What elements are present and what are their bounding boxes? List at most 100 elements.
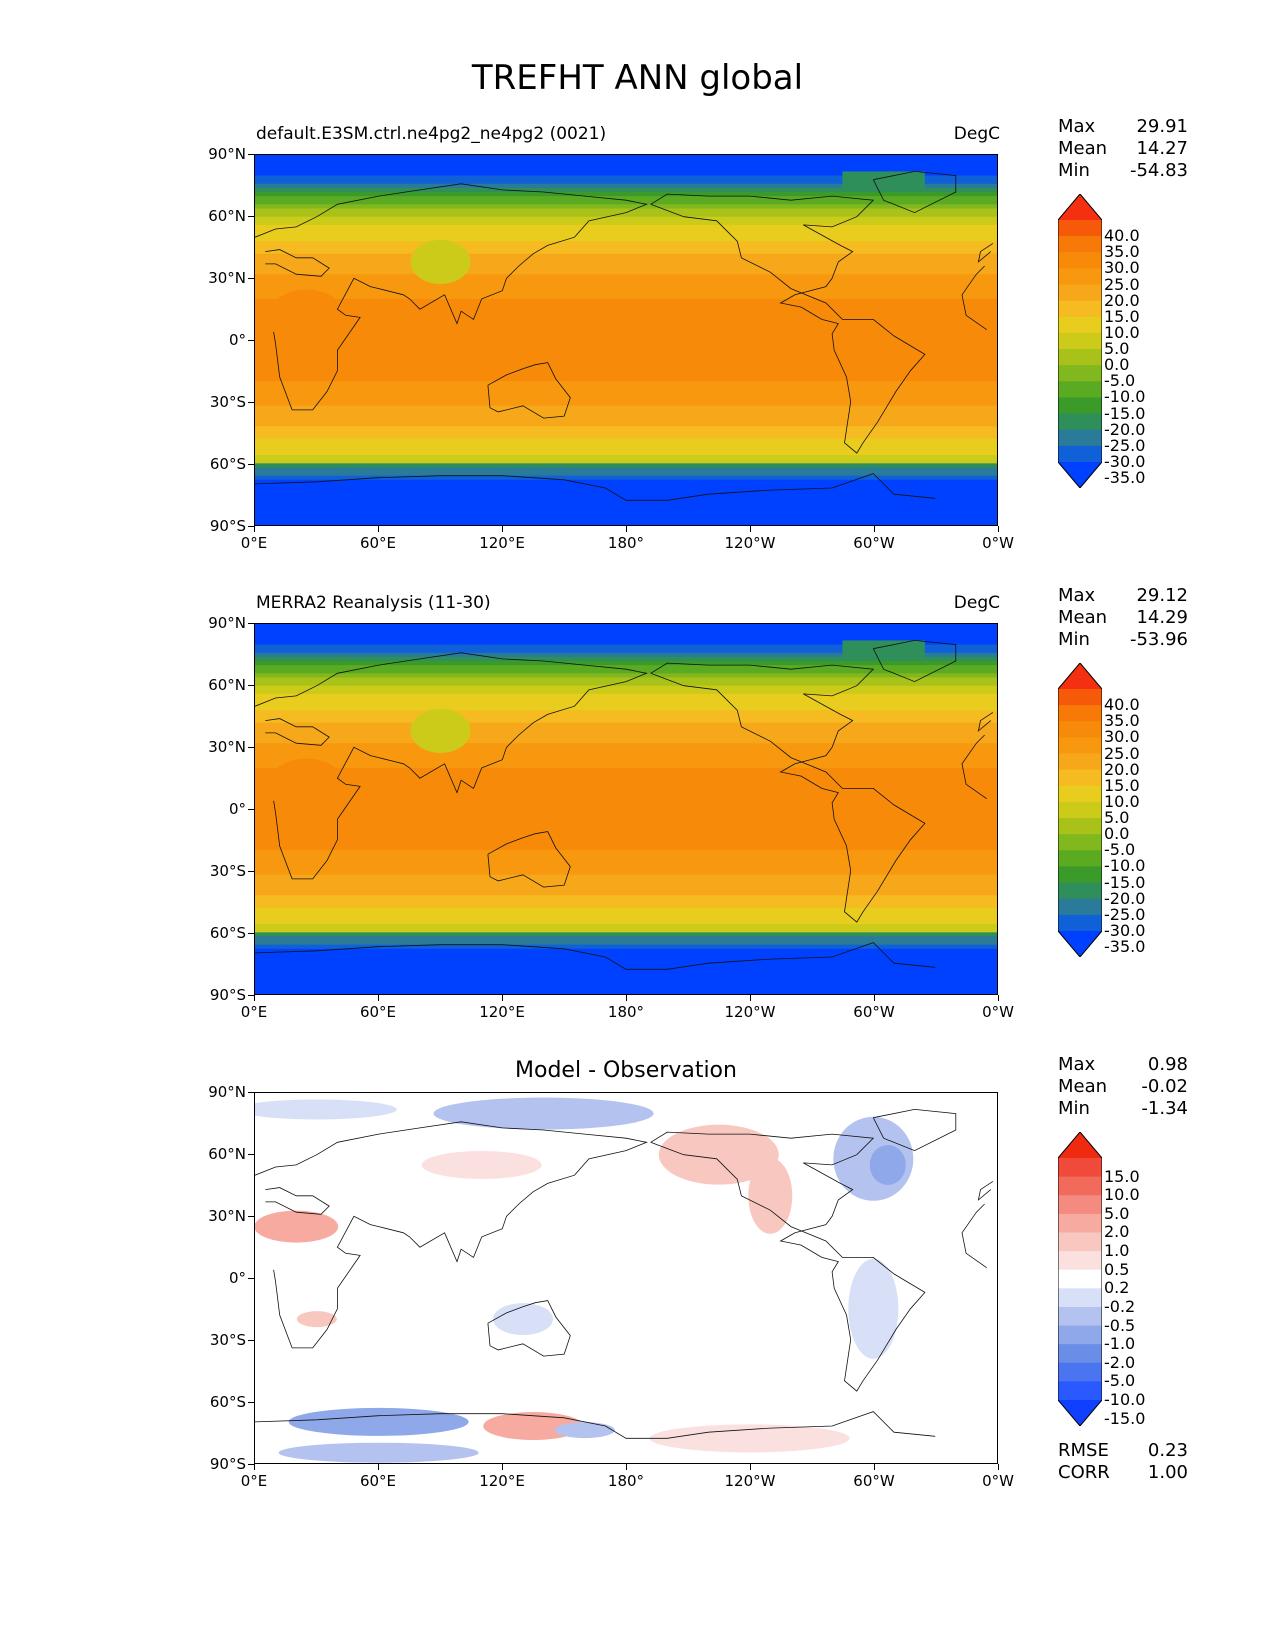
temperature-band [255, 928, 997, 933]
temperature-band [255, 401, 997, 407]
lat-tick [248, 1278, 254, 1279]
difference-contour [748, 1157, 793, 1234]
colorbar-tick-label: -25.0 [1104, 435, 1146, 455]
colorbar-segment [1058, 445, 1102, 463]
lat-tick [248, 340, 254, 341]
temperature-band [255, 915, 997, 921]
temperature-band [255, 661, 997, 666]
temperature-band [255, 179, 997, 185]
colorbar-tick-label: 20.0 [1104, 759, 1140, 779]
lat-tick-label: 90°N [208, 1083, 246, 1101]
panel2-map [254, 623, 998, 995]
colorbar-extend-min [1058, 931, 1102, 957]
colorbar-tick-label: -15.0 [1104, 872, 1146, 892]
temperature-band [255, 434, 997, 440]
colorbar-tick-label: -1.0 [1104, 1334, 1136, 1354]
temperature-band [255, 323, 997, 329]
mean-label: Mean [1058, 607, 1108, 628]
min-label: Min [1058, 1098, 1090, 1119]
lon-tick-label: 180° [607, 1472, 645, 1490]
temperature-band [255, 952, 997, 958]
temperature-band [255, 430, 997, 436]
temperature-band [255, 726, 997, 732]
lon-tick-label: 0°E [240, 1472, 268, 1490]
temperature-band [255, 278, 997, 284]
temperature-band [255, 208, 997, 214]
colorbar-segment [1058, 834, 1102, 851]
difference-contour [554, 1422, 615, 1439]
colorbar-tick-label: -2.0 [1104, 1352, 1136, 1372]
colorbar-extend-max [1058, 194, 1102, 220]
panel1-left-title: default.E3SM.ctrl.ne4pg2_ne4pg2 (0021) [256, 124, 607, 144]
lat-tick-label: 30°S [209, 862, 246, 880]
temperature-band [255, 759, 997, 765]
rmse-value: 0.23 [1147, 1440, 1188, 1461]
temperature-band [255, 673, 997, 679]
colorbar-tick-label: -10.0 [1104, 387, 1146, 407]
temperature-band [255, 940, 997, 946]
temperature-band [255, 467, 997, 473]
colorbar-segment [1058, 818, 1102, 835]
temperature-band [255, 307, 997, 312]
temperature-band [255, 483, 997, 489]
panel3-colorbar [1057, 1131, 1103, 1427]
colorbar-segment [1058, 429, 1102, 447]
temperature-band [255, 451, 997, 456]
colorbar-segment [1058, 898, 1102, 916]
temperature-band [255, 409, 997, 415]
temperature-band [255, 887, 997, 892]
colorbar-tick-label: -30.0 [1104, 452, 1146, 471]
temperature-band [255, 385, 997, 390]
temperature-band [255, 648, 997, 654]
temperature-band [255, 257, 997, 263]
panel2-temperature-field [255, 624, 997, 994]
lon-tick [502, 995, 503, 1001]
temperature-band [255, 389, 997, 395]
colorbar-segment [1058, 268, 1102, 286]
colorbar-extend-min [1058, 1400, 1102, 1426]
lon-tick-label: 60°E [359, 1003, 397, 1021]
colorbar-segment [1058, 413, 1102, 431]
temperature-band [255, 229, 997, 234]
colorbar-tick-label: 35.0 [1104, 711, 1140, 731]
lon-tick-label: 0°W [982, 534, 1014, 552]
lat-tick-label: 30°S [209, 393, 246, 411]
lon-tick-label: 120°E [479, 1003, 525, 1021]
lon-tick [998, 526, 999, 532]
colorbar-extend-max [1058, 1132, 1102, 1158]
lon-tick-label: 0°W [982, 1472, 1014, 1490]
temperature-band [255, 944, 997, 950]
africa-warm [266, 758, 347, 819]
temperature-band [255, 936, 997, 942]
lat-tick [248, 685, 254, 686]
colorbar-segment [1058, 737, 1102, 755]
temperature-band [255, 932, 997, 938]
colorbar-tick-label: 10.0 [1104, 322, 1140, 342]
temperature-band [255, 212, 997, 218]
colorbar-tick-label: -5.0 [1104, 1371, 1136, 1391]
coastline [650, 1131, 926, 1392]
lon-tick-label: 120°E [479, 534, 525, 552]
temperature-band [255, 743, 997, 748]
temperature-band [255, 175, 997, 181]
temperature-band [255, 253, 997, 259]
temperature-band [255, 924, 997, 929]
mean-value: -0.02 [1141, 1076, 1188, 1097]
africa-warm [266, 289, 347, 350]
mean-value: 14.27 [1136, 138, 1188, 159]
lat-tick-label: 30°S [209, 1331, 246, 1349]
panel2-colorbar [1057, 662, 1103, 958]
lon-tick [874, 995, 875, 1001]
temperature-band [255, 977, 997, 983]
temperature-band [255, 298, 997, 304]
colorbar-segment [1058, 705, 1102, 722]
lat-tick-label: 0° [228, 800, 246, 818]
panel1-colorbar [1057, 193, 1103, 489]
mean-value: 14.29 [1136, 607, 1188, 628]
colorbar-segment [1058, 1269, 1102, 1289]
colorbar-segment [1058, 753, 1102, 771]
temperature-band [255, 315, 997, 321]
temperature-band [255, 171, 997, 177]
temperature-band [255, 241, 997, 247]
temperature-band [255, 989, 997, 994]
